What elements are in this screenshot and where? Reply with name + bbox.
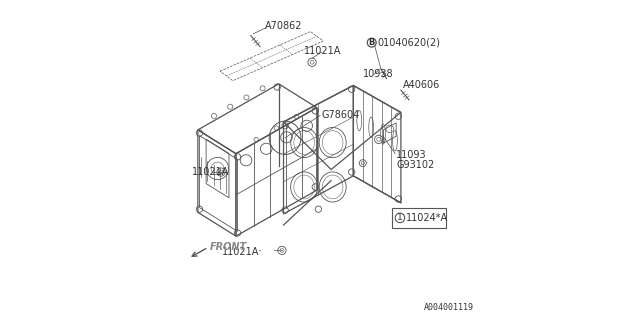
Text: A004001119: A004001119	[424, 303, 474, 312]
Text: 11024*A: 11024*A	[406, 213, 449, 223]
Text: G93102: G93102	[396, 160, 435, 170]
Text: 01040620(2): 01040620(2)	[378, 38, 440, 48]
Text: 11021A: 11021A	[191, 167, 229, 177]
Text: A40606: A40606	[403, 79, 440, 90]
Text: A70862: A70862	[265, 21, 302, 31]
Text: B: B	[369, 38, 375, 47]
Text: 10938: 10938	[363, 69, 394, 79]
Text: 1: 1	[397, 213, 403, 222]
Text: G78604: G78604	[321, 110, 360, 120]
Text: 11093: 11093	[396, 150, 427, 160]
Text: FRONT: FRONT	[210, 242, 247, 252]
Text: 11021A: 11021A	[221, 247, 259, 257]
Text: 11021A: 11021A	[304, 45, 341, 56]
